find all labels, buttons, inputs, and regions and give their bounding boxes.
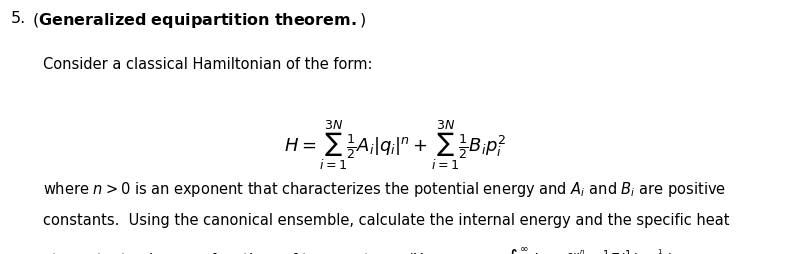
Text: 5.: 5. — [10, 11, 25, 26]
Text: $H = \sum_{i=1}^{3N} \frac{1}{2} A_i |q_i|^n + \sum_{i=1}^{3N} \frac{1}{2} B_i p: $H = \sum_{i=1}^{3N} \frac{1}{2} A_i |q_… — [284, 118, 506, 171]
Text: at constant volume as functions of temperature.  (You can use $\int_0^{\infty} d: at constant volume as functions of tempe… — [43, 245, 675, 254]
Text: where $n > 0$ is an exponent that characterizes the potential energy and $A_i$ a: where $n > 0$ is an exponent that charac… — [43, 179, 727, 198]
Text: ($\mathbf{Generalized\ equipartition\ theorem.}$): ($\mathbf{Generalized\ equipartition\ th… — [32, 11, 366, 30]
Text: Consider a classical Hamiltonian of the form:: Consider a classical Hamiltonian of the … — [43, 57, 373, 72]
Text: constants.  Using the canonical ensemble, calculate the internal energy and the : constants. Using the canonical ensemble,… — [43, 212, 730, 227]
